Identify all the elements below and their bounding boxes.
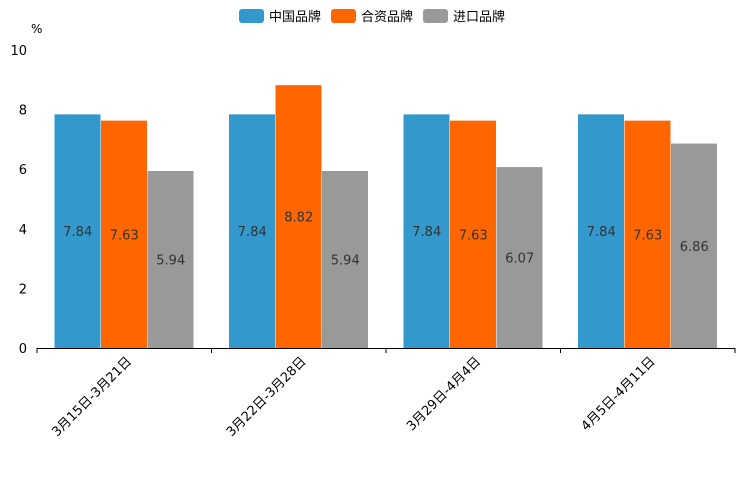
x-tick-label: 3月29日-4月4日 bbox=[404, 354, 484, 434]
bar-2-2 bbox=[275, 85, 322, 348]
bars: 7.84 7.63 5.94 7.84 8.82 5.94 7.84 7.63 6.07 7.84… bbox=[54, 85, 717, 348]
data-label: 6.86 bbox=[680, 240, 709, 255]
data-label: 7.84 bbox=[238, 225, 267, 240]
data-label: 7.63 bbox=[459, 228, 488, 243]
legend: 中国品牌 合资品牌 进口品牌 bbox=[239, 9, 505, 25]
x-tick-label: 3月22日-3月28日 bbox=[224, 354, 310, 440]
bar-3-2 bbox=[322, 170, 368, 348]
bar-1-2 bbox=[229, 114, 275, 348]
bar-3-1 bbox=[147, 170, 194, 348]
data-label: 5.94 bbox=[331, 253, 360, 268]
legend-swatch-3 bbox=[423, 9, 448, 23]
x-axis: 3月15日-3月21日 3月22日-3月28日 3月29日-4月4日 4月5日-4月1… bbox=[36, 348, 736, 440]
data-label: 7.84 bbox=[63, 225, 92, 240]
y-tick-label: 8 bbox=[19, 104, 27, 119]
y-axis: 0 2 4 6 8 10 bbox=[10, 44, 27, 357]
x-tick-label: 3月15日-3月21日 bbox=[49, 354, 135, 440]
y-tick-label: 10 bbox=[10, 44, 27, 59]
bar-1-1 bbox=[54, 114, 101, 348]
y-tick-label: 6 bbox=[19, 163, 27, 178]
y-tick-label: 2 bbox=[19, 282, 27, 297]
legend-label-1: 中国品牌 bbox=[269, 9, 321, 25]
bar-2-4 bbox=[624, 120, 671, 348]
data-label: 8.82 bbox=[284, 211, 313, 226]
legend-swatch-1 bbox=[239, 9, 264, 23]
data-label: 7.84 bbox=[587, 225, 616, 240]
x-tick-label: 4月5日-4月11日 bbox=[579, 354, 659, 434]
bar-1-4 bbox=[578, 114, 624, 348]
legend-swatch-2 bbox=[331, 9, 356, 23]
data-label: 7.63 bbox=[633, 228, 662, 243]
data-label: 5.94 bbox=[156, 253, 185, 268]
data-label: 6.07 bbox=[505, 252, 534, 267]
bar-1-3 bbox=[403, 114, 450, 348]
y-tick-label: 4 bbox=[19, 223, 27, 238]
legend-label-2: 合资品牌 bbox=[361, 9, 413, 25]
y-tick-label: 0 bbox=[19, 342, 27, 357]
data-label: 7.63 bbox=[110, 228, 139, 243]
bar-2-3 bbox=[450, 120, 496, 348]
data-label: 7.84 bbox=[412, 225, 441, 240]
legend-label-3: 进口品牌 bbox=[453, 9, 505, 25]
bar-2-1 bbox=[101, 120, 147, 348]
bar-3-3 bbox=[496, 167, 543, 348]
bar-3-4 bbox=[671, 143, 717, 348]
y-axis-unit: % bbox=[31, 22, 42, 36]
